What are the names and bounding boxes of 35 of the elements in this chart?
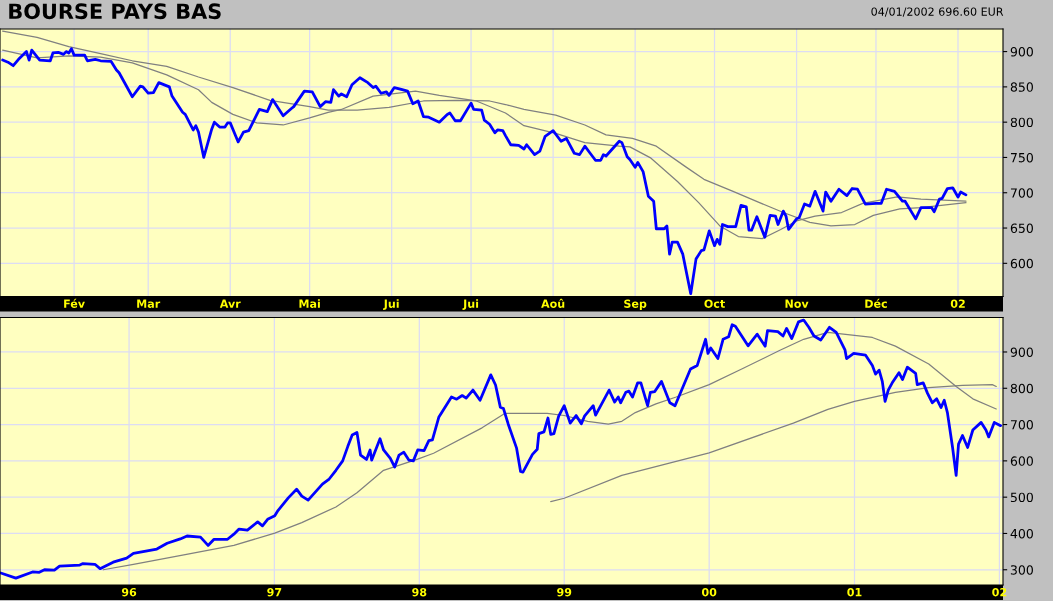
chart-title: BOURSE PAYS BAS <box>9 3 221 20</box>
x-tick-label: Jui <box>462 299 479 310</box>
x-tick-label: Aoû <box>541 298 565 308</box>
x-tick-label: Déc <box>865 298 887 308</box>
x-tick-label: 02 <box>950 299 965 308</box>
x-tick-label: Jui <box>383 299 399 310</box>
y-tick-label: 750 <box>1010 152 1033 163</box>
y-tick-label: 300 <box>1010 565 1033 575</box>
y-tick-label: 600 <box>1010 456 1033 466</box>
x-tick-label: Mar <box>137 299 161 308</box>
y-tick-label: 800 <box>1010 117 1033 128</box>
y-tick-label: 900 <box>1010 347 1033 357</box>
x-tick-label: Sep <box>624 299 647 311</box>
y-tick-label: 900 <box>1010 47 1033 57</box>
y-tick-label: 650 <box>1010 223 1033 233</box>
x-tick-label: Fév <box>64 298 85 308</box>
y-tick-label: 500 <box>1010 492 1033 503</box>
x-tick-label: 98 <box>412 587 427 597</box>
x-tick-label: 97 <box>267 587 282 597</box>
y-tick-label: 400 <box>1010 528 1033 539</box>
y-tick-label: 700 <box>1010 420 1033 430</box>
x-tick-label: Oct <box>704 299 725 308</box>
y-tick-label: 800 <box>1010 383 1033 394</box>
x-tick-label: Mai <box>299 299 320 308</box>
y-tick-label: 600 <box>1010 258 1033 269</box>
x-tick-label: 96 <box>121 587 137 597</box>
x-tick-label: 00 <box>701 587 717 597</box>
x-tick-label: 01 <box>847 587 862 597</box>
x-tick-label: Avr <box>219 299 241 308</box>
y-tick-label: 700 <box>1010 188 1033 198</box>
x-tick-label: 99 <box>557 587 572 597</box>
line-series <box>102 331 997 571</box>
chart-subtitle: 04/01/2002 696.60 EUR <box>871 7 1004 17</box>
x-tick-label: Nov <box>785 299 809 308</box>
y-tick-label: 850 <box>1010 82 1033 92</box>
